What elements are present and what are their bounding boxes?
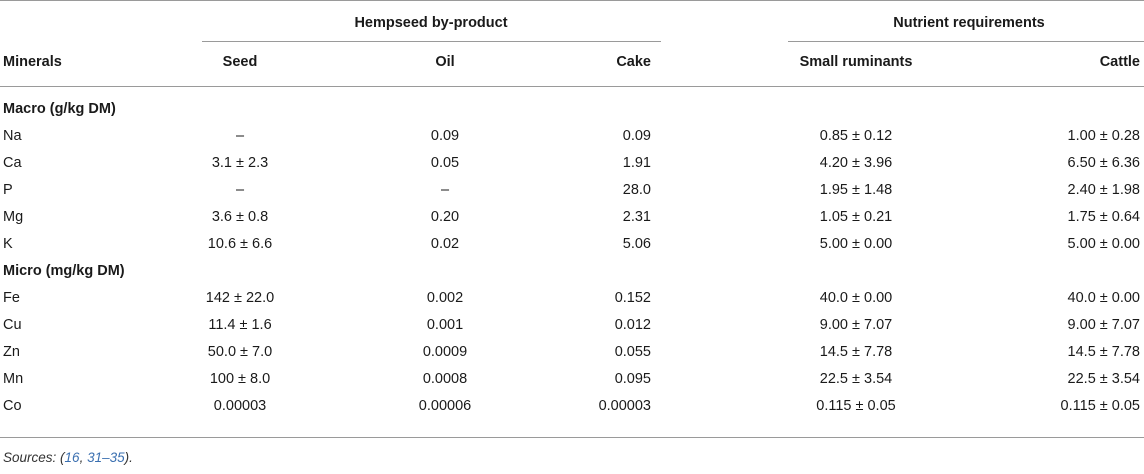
cell-mineral: P	[3, 182, 13, 198]
header-group-byproduct: Hempseed by-product	[354, 15, 508, 31]
cell-oil: 0.0009	[422, 344, 468, 360]
cell-cattle: 2.40 ± 1.98	[1067, 182, 1140, 198]
cell-cake: 0.095	[614, 371, 651, 387]
sources-separator: ,	[79, 450, 88, 465]
header-cake: Cake	[616, 54, 651, 70]
cell-mineral: K	[3, 236, 13, 252]
cell-seed: –	[235, 128, 245, 144]
cell-small-ruminants: 14.5 ± 7.78	[819, 344, 893, 360]
cell-seed: –	[235, 182, 245, 198]
cell-cattle: 22.5 ± 3.54	[1067, 371, 1140, 387]
cell-oil: 0.05	[430, 155, 460, 171]
cell-cattle: 1.75 ± 0.64	[1067, 209, 1140, 225]
cell-seed: 142 ± 22.0	[205, 290, 275, 306]
cell-oil: 0.09	[430, 128, 460, 144]
cell-small-ruminants: 40.0 ± 0.00	[819, 290, 893, 306]
cell-small-ruminants: 4.20 ± 3.96	[819, 155, 893, 171]
section-title-micro: Micro (mg/kg DM)	[3, 263, 125, 279]
cell-oil: 0.0008	[422, 371, 468, 387]
cell-cake: 28.0	[622, 182, 651, 198]
cell-cake: 0.012	[614, 317, 651, 333]
cell-oil: 0.20	[430, 209, 460, 225]
byproduct-subrule	[202, 41, 661, 42]
table-bottom-rule	[0, 437, 1144, 438]
nutrient-subrule	[788, 41, 1144, 42]
cell-mineral: Fe	[3, 290, 20, 306]
sources-label: Sources: (	[3, 450, 65, 465]
cell-oil: –	[440, 182, 450, 198]
cell-cattle: 5.00 ± 0.00	[1067, 236, 1140, 252]
cell-seed: 11.4 ± 1.6	[208, 317, 272, 333]
header-small-ruminants: Small ruminants	[799, 54, 913, 70]
cell-cake: 0.152	[614, 290, 651, 306]
cell-seed: 3.1 ± 2.3	[211, 155, 269, 171]
header-oil: Oil	[435, 54, 455, 70]
reference-link-31-35[interactable]: 31–35	[87, 450, 125, 465]
cell-seed: 3.6 ± 0.8	[211, 209, 269, 225]
cell-cattle: 6.50 ± 6.36	[1067, 155, 1140, 171]
cell-mineral: Ca	[3, 155, 22, 171]
cell-seed: 100 ± 8.0	[209, 371, 271, 387]
cell-mineral: Cu	[3, 317, 22, 333]
section-title-macro: Macro (g/kg DM)	[3, 101, 116, 117]
reference-link-16[interactable]: 16	[64, 450, 80, 465]
cell-seed: 10.6 ± 6.6	[207, 236, 273, 252]
header-bottom-rule	[0, 86, 1144, 87]
cell-oil: 0.002	[426, 290, 464, 306]
cell-oil: 0.001	[426, 317, 464, 333]
cell-cake: 2.31	[622, 209, 651, 225]
cell-cattle: 14.5 ± 7.78	[1067, 344, 1140, 360]
header-minerals: Minerals	[3, 54, 62, 70]
cell-oil: 0.02	[430, 236, 460, 252]
cell-cake: 0.09	[622, 128, 651, 144]
header-group-nutrient: Nutrient requirements	[893, 15, 1045, 31]
cell-cake: 1.91	[622, 155, 651, 171]
cell-small-ruminants: 9.00 ± 7.07	[819, 317, 893, 333]
cell-seed: 0.00003	[213, 398, 267, 414]
cell-mineral: Mg	[3, 209, 24, 225]
cell-small-ruminants: 5.00 ± 0.00	[819, 236, 893, 252]
sources-end: ).	[124, 450, 133, 465]
cell-small-ruminants: 1.95 ± 1.48	[819, 182, 893, 198]
cell-small-ruminants: 0.85 ± 0.12	[819, 128, 893, 144]
cell-cake: 0.00003	[598, 398, 651, 414]
sources-footnote: Sources: (16, 31–35).	[3, 449, 133, 467]
cell-cattle: 1.00 ± 0.28	[1067, 128, 1140, 144]
cell-mineral: Zn	[3, 344, 20, 360]
header-cattle: Cattle	[1099, 54, 1140, 70]
cell-mineral: Co	[3, 398, 22, 414]
cell-mineral: Mn	[3, 371, 24, 387]
cell-small-ruminants: 22.5 ± 3.54	[819, 371, 893, 387]
cell-cattle: 0.115 ± 0.05	[1060, 398, 1140, 414]
cell-oil: 0.00006	[418, 398, 472, 414]
cell-cake: 5.06	[622, 236, 651, 252]
cell-cattle: 40.0 ± 0.00	[1067, 290, 1140, 306]
header-seed: Seed	[222, 54, 258, 70]
cell-mineral: Na	[3, 128, 22, 144]
cell-small-ruminants: 0.115 ± 0.05	[816, 398, 896, 414]
table-top-rule	[0, 0, 1144, 1]
cell-cattle: 9.00 ± 7.07	[1067, 317, 1140, 333]
cell-cake: 0.055	[614, 344, 651, 360]
cell-seed: 50.0 ± 7.0	[207, 344, 273, 360]
cell-small-ruminants: 1.05 ± 0.21	[819, 209, 893, 225]
